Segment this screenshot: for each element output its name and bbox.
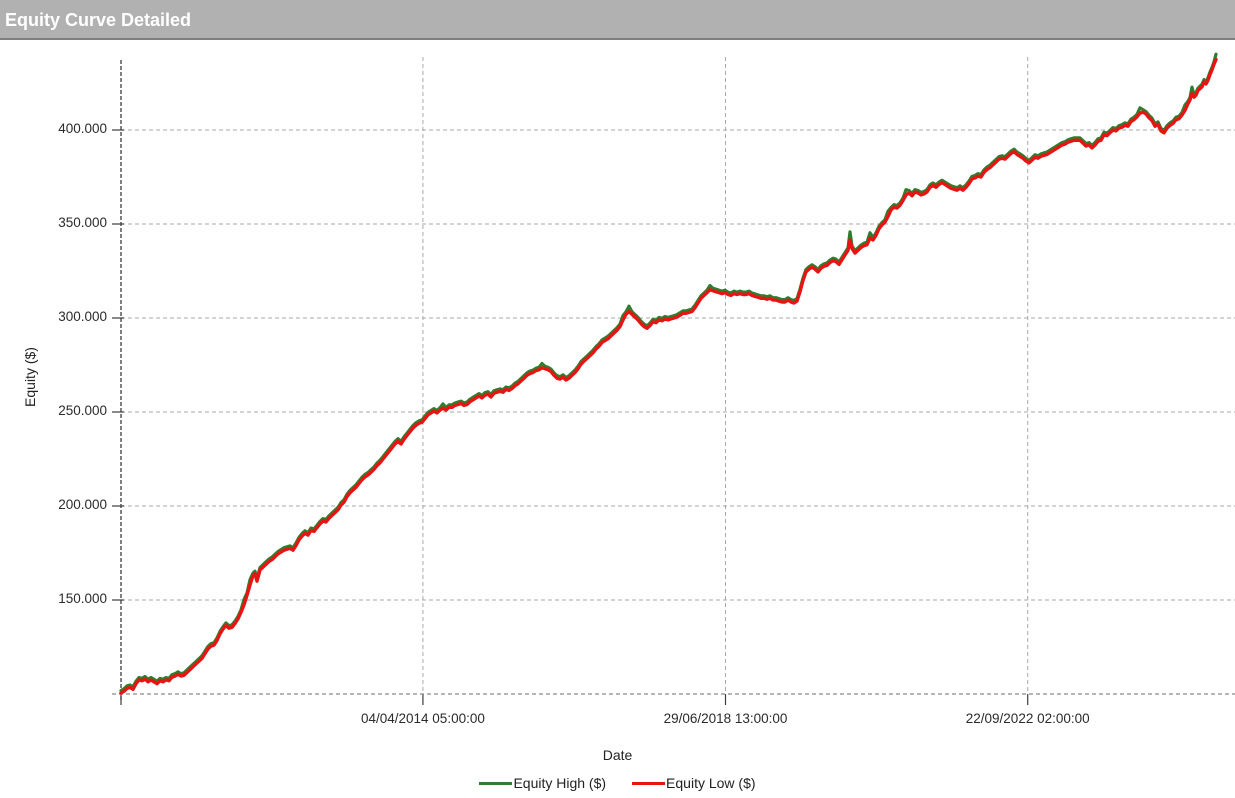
legend-item-equity-high: Equity High ($) (479, 775, 606, 791)
y-axis-title: Equity ($) (22, 347, 38, 407)
x-tick-label: 04/04/2014 05:00:00 (360, 711, 485, 726)
page-title: Equity Curve Detailed (5, 10, 192, 30)
gridlines (121, 57, 1235, 694)
y-tick-label: 150.000 (58, 591, 107, 606)
legend-item-equity-low: Equity Low ($) (632, 775, 756, 791)
axes (112, 60, 1235, 705)
legend-equity-low-label: Equity Low ($) (666, 775, 756, 791)
x-axis-title: Date (602, 747, 633, 763)
x-tick-label: 22/09/2022 02:00:00 (965, 711, 1090, 726)
equity-high-line (119, 52, 1218, 693)
equity-low-line (119, 57, 1218, 695)
y-tick-label: 200.000 (58, 497, 107, 512)
y-tick-label: 350.000 (58, 215, 107, 230)
chart-legend: Equity High ($) Equity Low ($) (0, 775, 1235, 791)
y-tick-label: 300.000 (58, 309, 107, 324)
series-lines (119, 52, 1218, 695)
equity-low-line-swatch-icon (632, 781, 666, 785)
y-tick-label: 400.000 (58, 121, 107, 136)
equity-high-line-swatch-icon (479, 781, 513, 785)
x-tick-label: 29/06/2018 13:00:00 (663, 711, 788, 726)
title-bar: Equity Curve Detailed (0, 0, 1235, 40)
y-tick-label: 250.000 (58, 403, 107, 418)
legend-equity-high-label: Equity High ($) (513, 775, 607, 791)
